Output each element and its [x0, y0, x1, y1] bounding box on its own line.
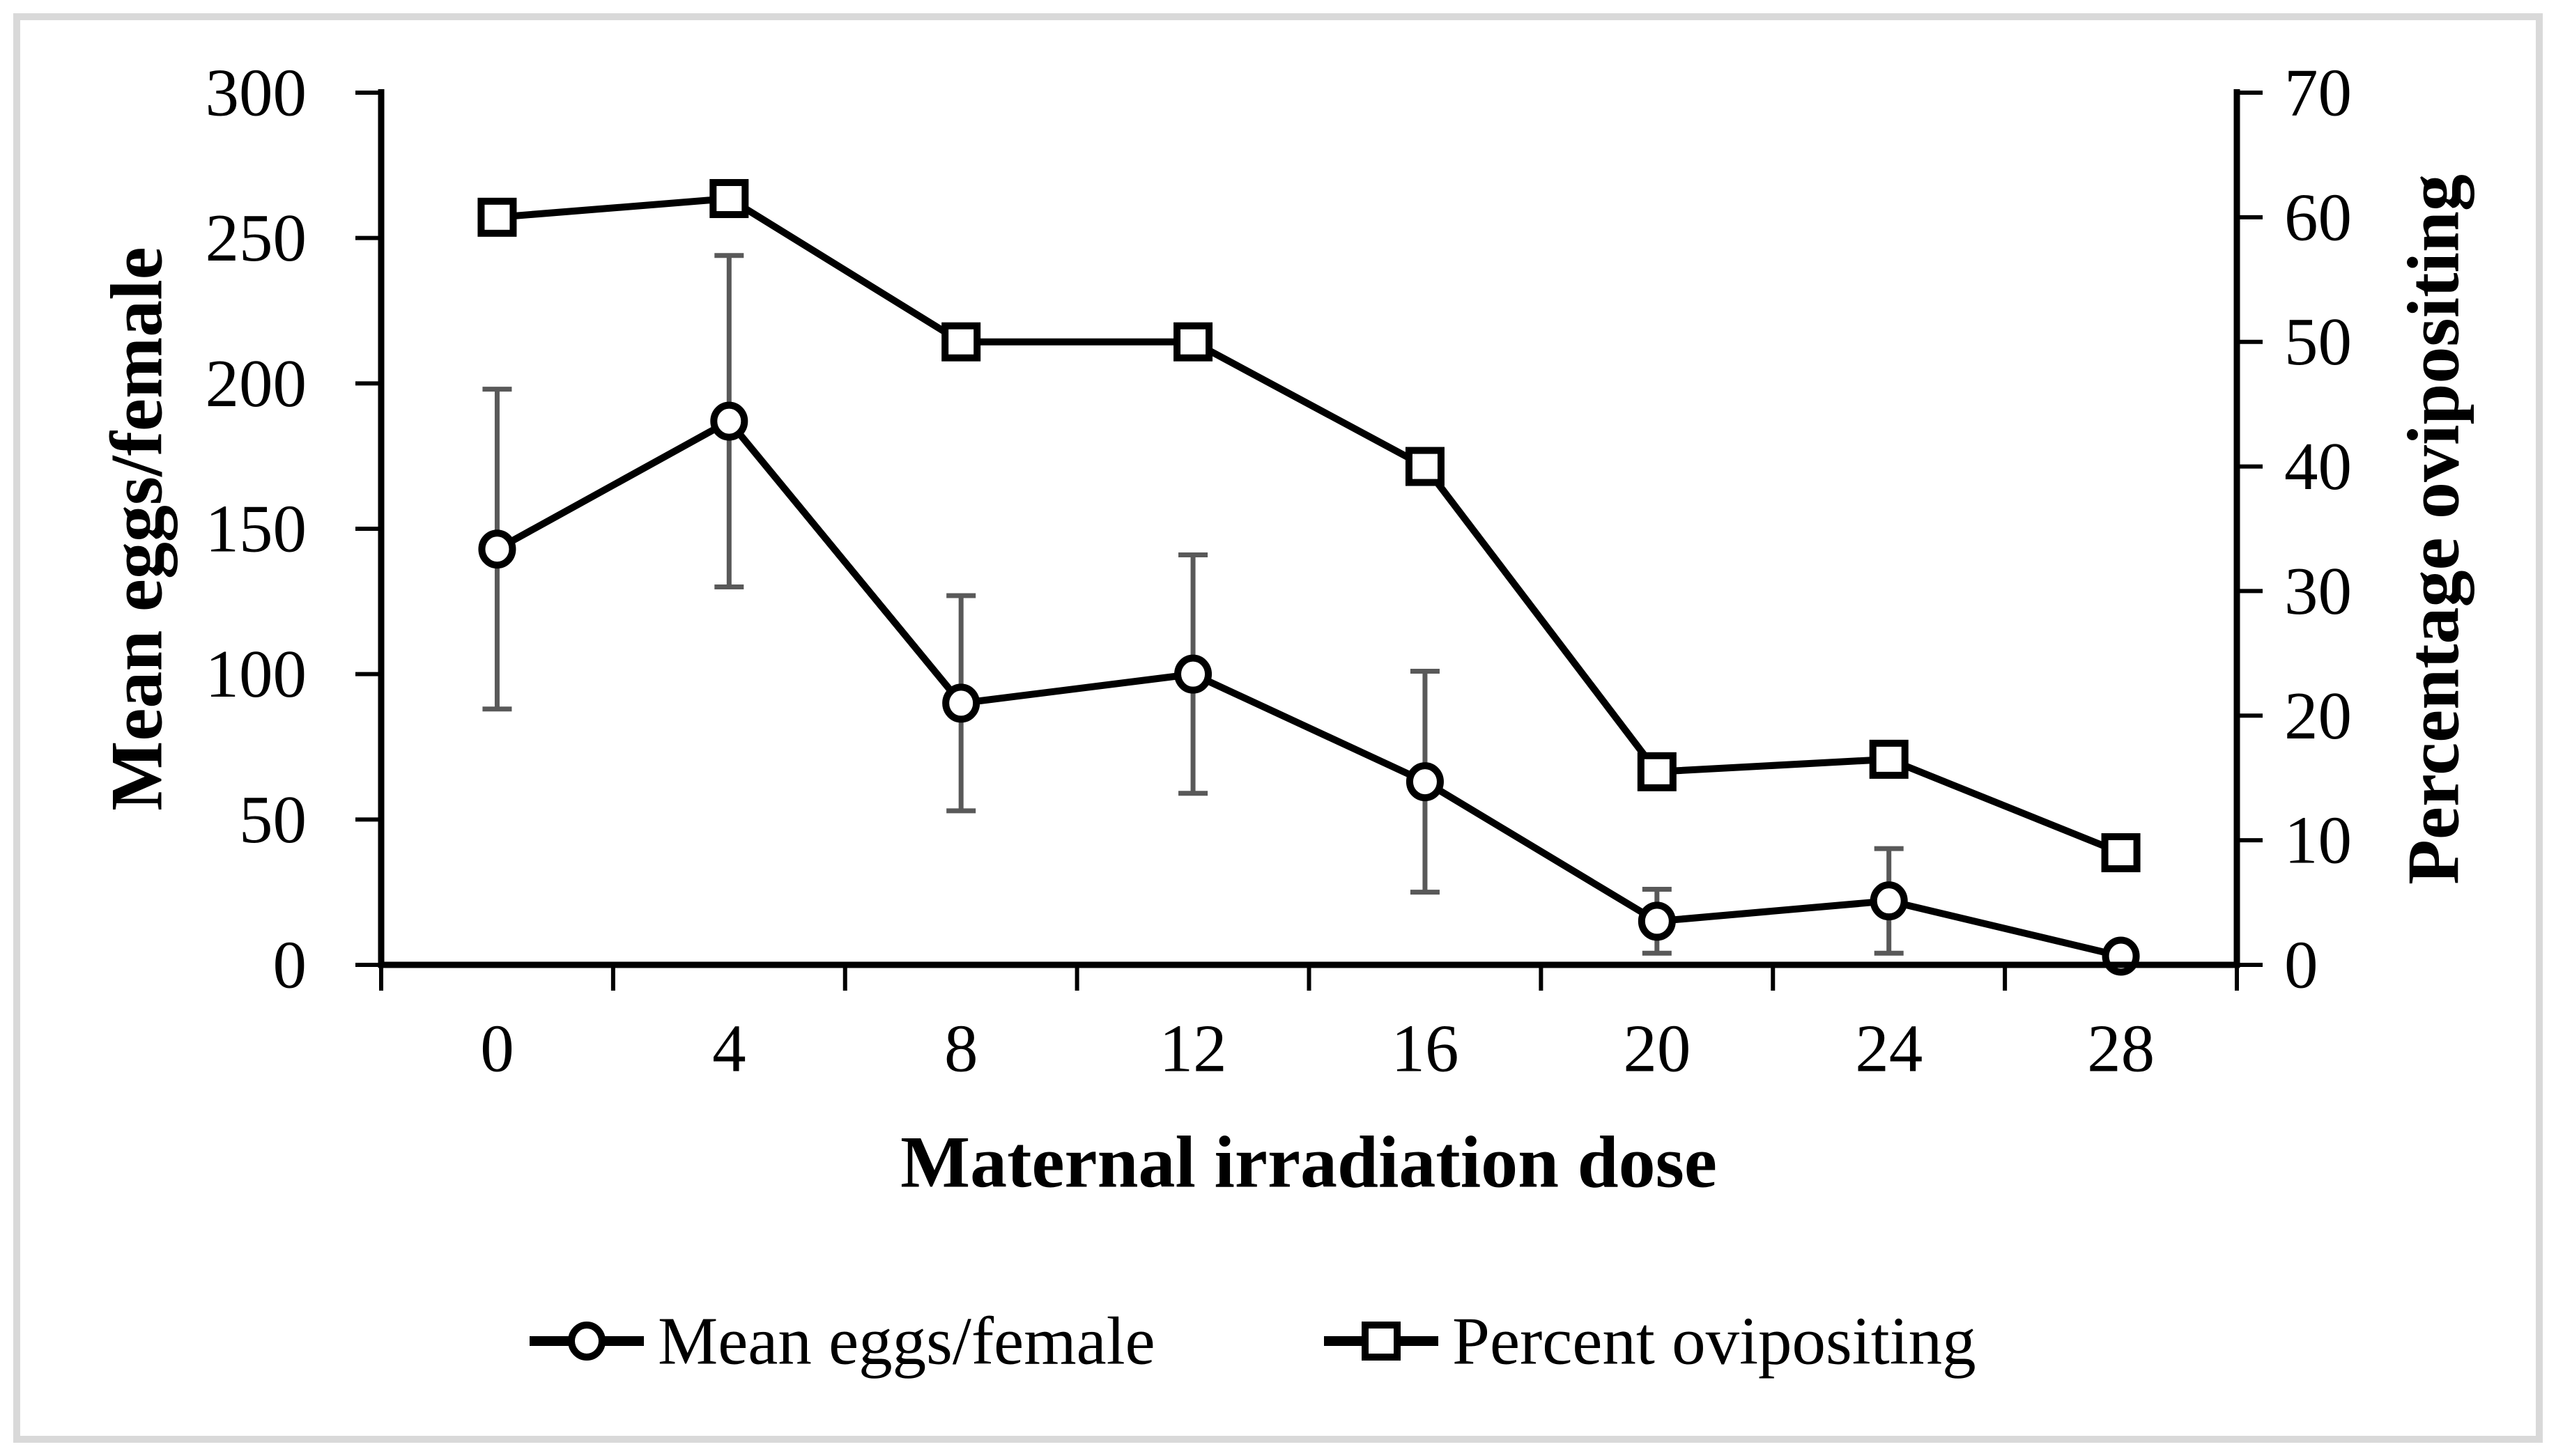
axes-group: 0 50 100 150 200 250 300 0 10 20 30 40 50 60 70 0 4 8 12 16… [206, 56, 2353, 1086]
axis-titles-group: Maternal irradiation dose Mean eggs/femal… [96, 174, 2474, 1202]
data-point-mean-eggs-female-dose-4 [710, 401, 748, 441]
left-axis-tick-label-250: 250 [206, 201, 307, 275]
data-point-mean-eggs-female-dose-16 [1406, 762, 1444, 802]
series-lines-group [495, 194, 2123, 960]
right-axis-tick-label-40: 40 [2284, 429, 2352, 504]
left-axis-tick-label-150: 150 [206, 492, 307, 566]
data-point-percent-ovipositing-dose-8 [941, 322, 981, 362]
right-axis-title: Percentage ovipositing [2393, 174, 2474, 885]
x-axis-tick-label-24: 24 [1855, 1012, 1923, 1086]
series-markers-group [477, 179, 2141, 976]
series-line-mean-eggs-female [495, 417, 2122, 960]
legend-entry-percent-ovipositing: Percent ovipositing [1324, 1304, 1976, 1379]
right-axis-tick-label-0: 0 [2284, 928, 2318, 1002]
data-point-percent-ovipositing-dose-28 [2101, 833, 2141, 873]
data-point-mean-eggs-female-dose-12 [1174, 654, 1212, 694]
x-axis-tick-label-4: 4 [712, 1012, 746, 1086]
x-axis-tick-label-20: 20 [1623, 1012, 1691, 1086]
right-axis-tick-label-60: 60 [2284, 180, 2352, 254]
data-point-percent-ovipositing-dose-4 [709, 179, 749, 219]
data-point-percent-ovipositing-dose-12 [1173, 322, 1213, 362]
left-axis-tick-label-100: 100 [206, 637, 307, 711]
right-axis-tick-label-20: 20 [2284, 679, 2352, 753]
left-axis-tick-label-200: 200 [206, 346, 307, 421]
data-point-percent-ovipositing-dose-24 [1869, 739, 1909, 779]
legend-label-percent-ovipositing: Percent ovipositing [1452, 1304, 1976, 1379]
x-axis-tick-label-28: 28 [2087, 1012, 2155, 1086]
data-point-mean-eggs-female-dose-8 [942, 683, 980, 723]
x-axis-title: Maternal irradiation dose [900, 1122, 1717, 1203]
right-axis-tick-label-70: 70 [2284, 56, 2352, 130]
data-point-mean-eggs-female-dose-20 [1638, 901, 1676, 941]
left-axis-title: Mean eggs/female [96, 247, 178, 810]
legend-circle-marker-icon [568, 1322, 606, 1361]
data-point-percent-ovipositing-dose-20 [1637, 752, 1677, 791]
legend-group: Mean eggs/female Percent ovipositing [530, 1304, 1976, 1379]
left-axis-tick-label-50: 50 [239, 782, 307, 857]
data-point-mean-eggs-female-dose-0 [478, 529, 516, 569]
right-axis-tick-label-10: 10 [2284, 803, 2352, 878]
x-axis-tick-label-16: 16 [1391, 1012, 1458, 1086]
x-axis-tick-label-0: 0 [480, 1012, 514, 1086]
left-axis-tick-label-0: 0 [273, 928, 307, 1002]
right-axis-tick-label-30: 30 [2284, 554, 2352, 628]
legend-square-marker-icon [1362, 1322, 1401, 1361]
left-axis-tick-label-300: 300 [206, 56, 307, 130]
data-point-percent-ovipositing-dose-0 [477, 197, 517, 237]
series-line-percent-ovipositing [497, 194, 2123, 856]
legend-entry-mean-eggs-female: Mean eggs/female [530, 1304, 1155, 1379]
right-axis-tick-label-50: 50 [2284, 304, 2352, 379]
data-point-percent-ovipositing-dose-16 [1405, 447, 1445, 486]
figure-border [13, 13, 2543, 1443]
x-axis-tick-label-8: 8 [944, 1012, 978, 1086]
legend-label-mean-eggs-female: Mean eggs/female [658, 1304, 1155, 1379]
x-axis-tick-label-12: 12 [1160, 1012, 1227, 1086]
data-point-mean-eggs-female-dose-24 [1870, 881, 1908, 921]
